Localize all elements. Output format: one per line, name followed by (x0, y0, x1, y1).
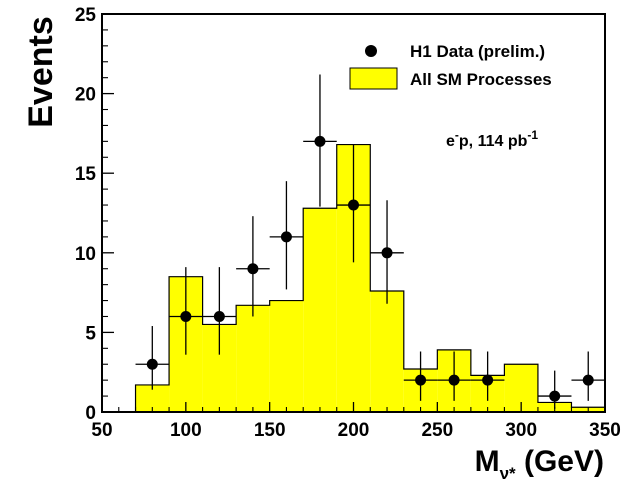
data-point-marker (381, 247, 393, 259)
data-point-marker (247, 263, 259, 275)
data-point (571, 351, 605, 401)
data-point-marker (549, 390, 561, 402)
luminosity-annotation: e-p, 114 pb-1 (446, 128, 538, 150)
data-point (236, 216, 270, 317)
legend-data-marker (365, 45, 377, 57)
x-axis-title-subscript: ν* (500, 464, 516, 483)
y-tick-label: 0 (85, 403, 96, 424)
data-point-marker (348, 199, 359, 211)
y-tick-label: 5 (85, 323, 96, 344)
data-point-marker (482, 374, 494, 386)
x-axis-title-units: (GeV) (516, 445, 604, 478)
x-tick-label: 350 (589, 420, 621, 441)
data-point-marker (280, 231, 292, 243)
data-point-marker (213, 310, 225, 322)
histogram-outline (102, 143, 606, 413)
x-axis-title: Mν* (GeV) (475, 445, 604, 483)
annotation-main: e (446, 133, 455, 150)
x-axis-title-main: M (475, 445, 500, 478)
data-point (135, 326, 170, 390)
legend: H1 Data (prelim.) All SM Processes (349, 42, 552, 90)
data-point (437, 351, 471, 401)
sm-histogram (102, 143, 606, 413)
data-point-marker (314, 135, 326, 147)
data-point-marker (415, 374, 427, 386)
annotation-sup2: -1 (527, 128, 538, 142)
data-point (470, 351, 505, 401)
data-point-marker (582, 374, 594, 386)
data-point (403, 351, 438, 401)
y-tick-label: 25 (75, 5, 97, 26)
x-tick-label: 150 (254, 420, 286, 441)
data-point (537, 370, 572, 409)
x-tick-label: 250 (421, 420, 453, 441)
y-tick-label: 20 (75, 85, 96, 106)
y-tick-label: 10 (75, 244, 96, 265)
data-point (169, 267, 203, 355)
legend-label-sm: All SM Processes (410, 70, 552, 89)
annotation-sup1: - (455, 128, 459, 142)
x-tick-label: 50 (91, 420, 112, 441)
legend-sm-swatch (349, 67, 398, 90)
data-point-marker (180, 310, 192, 322)
data-point-marker (448, 374, 460, 386)
data-point (269, 181, 304, 290)
histogram-bar (236, 305, 270, 412)
x-tick-label: 200 (338, 420, 370, 441)
data-point-marker (146, 358, 158, 370)
y-axis-title: Events (22, 16, 60, 128)
axis-ticks: 50 100 150 200 250 300 350 0 5 10 15 20 25 (75, 5, 621, 441)
x-tick-label: 100 (170, 420, 202, 441)
histogram-bar (370, 291, 404, 412)
x-tick-label: 300 (505, 420, 537, 441)
legend-label-data: H1 Data (prelim.) (410, 42, 545, 61)
data-points (135, 74, 605, 409)
histogram-bar (303, 208, 337, 412)
annotation-mid: p, 114 pb (459, 133, 528, 150)
data-point (303, 74, 337, 207)
y-tick-label: 15 (75, 164, 97, 185)
histogram-bar (269, 300, 304, 412)
data-point (370, 200, 404, 304)
data-point (336, 144, 371, 263)
data-point (202, 267, 237, 355)
